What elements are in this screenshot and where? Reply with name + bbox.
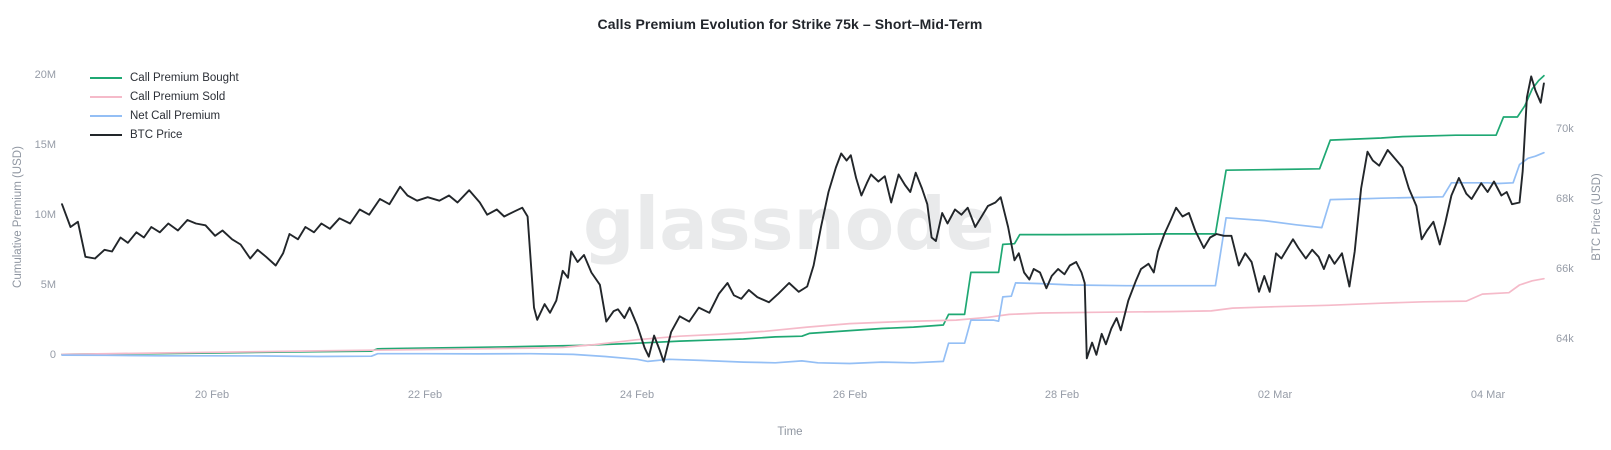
legend-line-swatch: [90, 76, 122, 79]
x-tick-04-Mar: 04 Mar: [1470, 389, 1506, 401]
chart-title: Calls Premium Evolution for Strike 75k –…: [597, 16, 983, 32]
x-tick-24-Feb: 24 Feb: [619, 389, 655, 401]
x-tick-22-Feb: 22 Feb: [407, 389, 443, 401]
x-tick-02-Mar: 02 Mar: [1257, 389, 1293, 401]
series-line-call-premium-sold[interactable]: [61, 277, 1545, 356]
x-tick-20-Feb: 20 Feb: [194, 389, 230, 401]
left-tick-5M: 5M: [40, 279, 56, 291]
legend-item-call-premium-sold[interactable]: Call Premium Sold: [90, 87, 239, 106]
legend-item-net-call-premium[interactable]: Net Call Premium: [90, 106, 239, 125]
series-line-call-premium-bought[interactable]: [61, 74, 1545, 356]
left-tick-0: 0: [49, 349, 56, 361]
legend-label: Net Call Premium: [130, 109, 221, 122]
legend-item-call-premium-bought[interactable]: Call Premium Bought: [90, 68, 239, 87]
series-line-btc-price[interactable]: [61, 75, 1545, 363]
left-tick-10M: 10M: [34, 209, 56, 221]
legend-label: Call Premium Bought: [130, 71, 239, 84]
x-axis-title: Time: [777, 426, 803, 438]
right-axis-title: BTC Price (USD): [1591, 173, 1603, 261]
left-tick-20M: 20M: [34, 69, 56, 81]
right-tick-70k: 70k: [1556, 123, 1574, 135]
legend-label: BTC Price: [130, 128, 183, 141]
legend-line-swatch: [90, 133, 122, 136]
legend-line-swatch: [90, 95, 122, 98]
legend-label: Call Premium Sold: [130, 90, 226, 103]
chart-legend: Call Premium Bought Call Premium Sold Net …: [90, 68, 239, 144]
x-tick-28-Feb: 28 Feb: [1044, 389, 1080, 401]
legend-item-btc-price[interactable]: BTC Price: [90, 125, 239, 144]
series-line-net-call-premium[interactable]: [61, 151, 1545, 365]
left-tick-15M: 15M: [34, 139, 56, 151]
right-tick-64k: 64k: [1556, 333, 1574, 345]
right-tick-66k: 66k: [1556, 263, 1574, 275]
x-tick-26-Feb: 26 Feb: [832, 389, 868, 401]
legend-line-swatch: [90, 114, 122, 117]
right-tick-68k: 68k: [1556, 193, 1574, 205]
